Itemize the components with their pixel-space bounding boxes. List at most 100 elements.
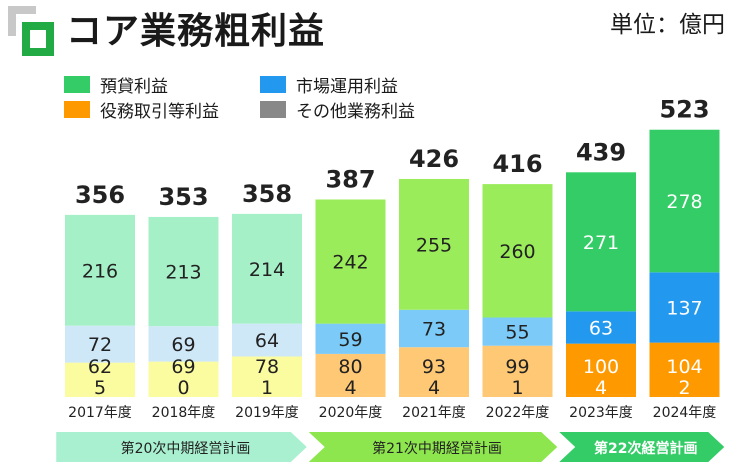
bar-segment [148,361,219,397]
bar-segment [649,342,720,396]
data-label: 242 [332,252,368,274]
total-label: 439 [576,138,626,166]
data-label: 2 [678,377,690,399]
bar-segment [566,343,636,395]
data-label: 1 [261,377,273,399]
bar-segment [315,323,386,354]
bar-segment [566,394,636,397]
legend-item-other: その他業務利益 [260,98,415,122]
plan-period-label: 第21次中期経営計画 [372,440,502,457]
unit-label: 単位：億円 [610,12,725,38]
bar-segment [148,326,219,362]
category-label: 2022年度 [486,405,550,421]
legend-label: 役務取引等利益 [100,101,219,122]
plan-period-label: 第22次経営計画 [594,440,697,457]
legend-label: 市場運用利益 [296,76,398,97]
bar-segment [649,272,720,343]
data-label: 69 [171,356,195,378]
legend-item-market: 市場運用利益 [260,73,398,97]
bar-segment [649,129,720,273]
data-label: 137 [666,297,702,319]
category-label: 2019年度 [235,405,299,421]
total-label: 353 [158,183,208,211]
bar-segment [315,199,386,324]
data-label: 80 [338,356,362,378]
plan-period-arrow [559,432,725,462]
brand-logo-icon [8,6,58,58]
category-label: 2018年度 [152,405,216,421]
bar-segment [482,317,553,346]
data-label: 100 [583,356,619,378]
data-label: 93 [422,356,446,378]
total-label: 416 [492,150,542,178]
bar-segment [65,214,135,326]
data-label: 63 [589,317,613,339]
data-label: 99 [505,356,529,378]
data-label: 4 [595,377,607,399]
data-label: 59 [338,329,362,351]
data-label: 4 [428,377,440,399]
category-label: 2020年度 [319,405,383,421]
bar-segment [399,394,469,397]
total-label: 356 [75,181,125,209]
bar-segment [315,353,386,395]
bar-segment [65,325,135,363]
legend-swatch [260,75,286,93]
legend-swatch [64,100,90,118]
bar-segment [232,356,302,397]
data-label: 73 [422,319,446,341]
total-label: 426 [409,145,459,173]
legend-label: その他業務利益 [296,101,415,122]
data-label: 104 [666,356,702,378]
data-label: 4 [344,377,356,399]
bar-segment [649,395,720,397]
legend-swatch [64,75,90,93]
legend-swatch [260,100,286,118]
total-label: 358 [242,180,292,208]
bar-segment [232,396,302,397]
data-label: 72 [88,334,112,356]
data-label: 213 [165,262,201,284]
bar-segment [566,172,636,312]
bar-segment [482,396,553,397]
bar-segment [399,309,469,348]
data-label: 64 [255,330,279,352]
bar-segment [399,347,469,395]
data-label: 0 [177,377,189,399]
category-label: 2024年度 [653,405,717,421]
data-label: 69 [171,334,195,356]
data-label: 260 [499,241,535,263]
data-label: 78 [255,356,279,378]
bar-segment [65,394,135,397]
data-label: 214 [249,259,285,281]
legend-item-loan-deposit: 預貸利益 [64,73,168,97]
total-label: 387 [325,165,375,193]
plan-period-label: 第20次中期経営計画 [121,440,251,457]
legend-label: 預貸利益 [100,76,168,97]
bar-segment [232,323,302,357]
bar-segment [65,362,135,395]
bar-segment [482,184,553,318]
category-label: 2017年度 [68,405,132,421]
bar-segment [148,216,219,327]
data-label: 55 [505,322,529,344]
category-label: 2021年度 [402,405,466,421]
legend-item-fees: 役務取引等利益 [64,98,219,122]
plan-period-arrow [56,432,307,462]
data-label: 278 [666,191,702,213]
bar-segment [399,178,469,310]
data-label: 5 [94,377,106,399]
bar-segment [232,213,302,324]
bar-segment [482,345,553,397]
data-label: 255 [416,234,452,256]
bar-segment [566,311,636,344]
data-label: 271 [583,232,619,254]
category-label: 2023年度 [569,405,633,421]
bar-segment [315,394,386,397]
data-label: 1 [511,377,523,399]
data-label: 62 [88,356,112,378]
data-label: 216 [82,260,118,282]
plan-period-arrow [308,432,558,462]
total-label: 523 [659,96,709,124]
